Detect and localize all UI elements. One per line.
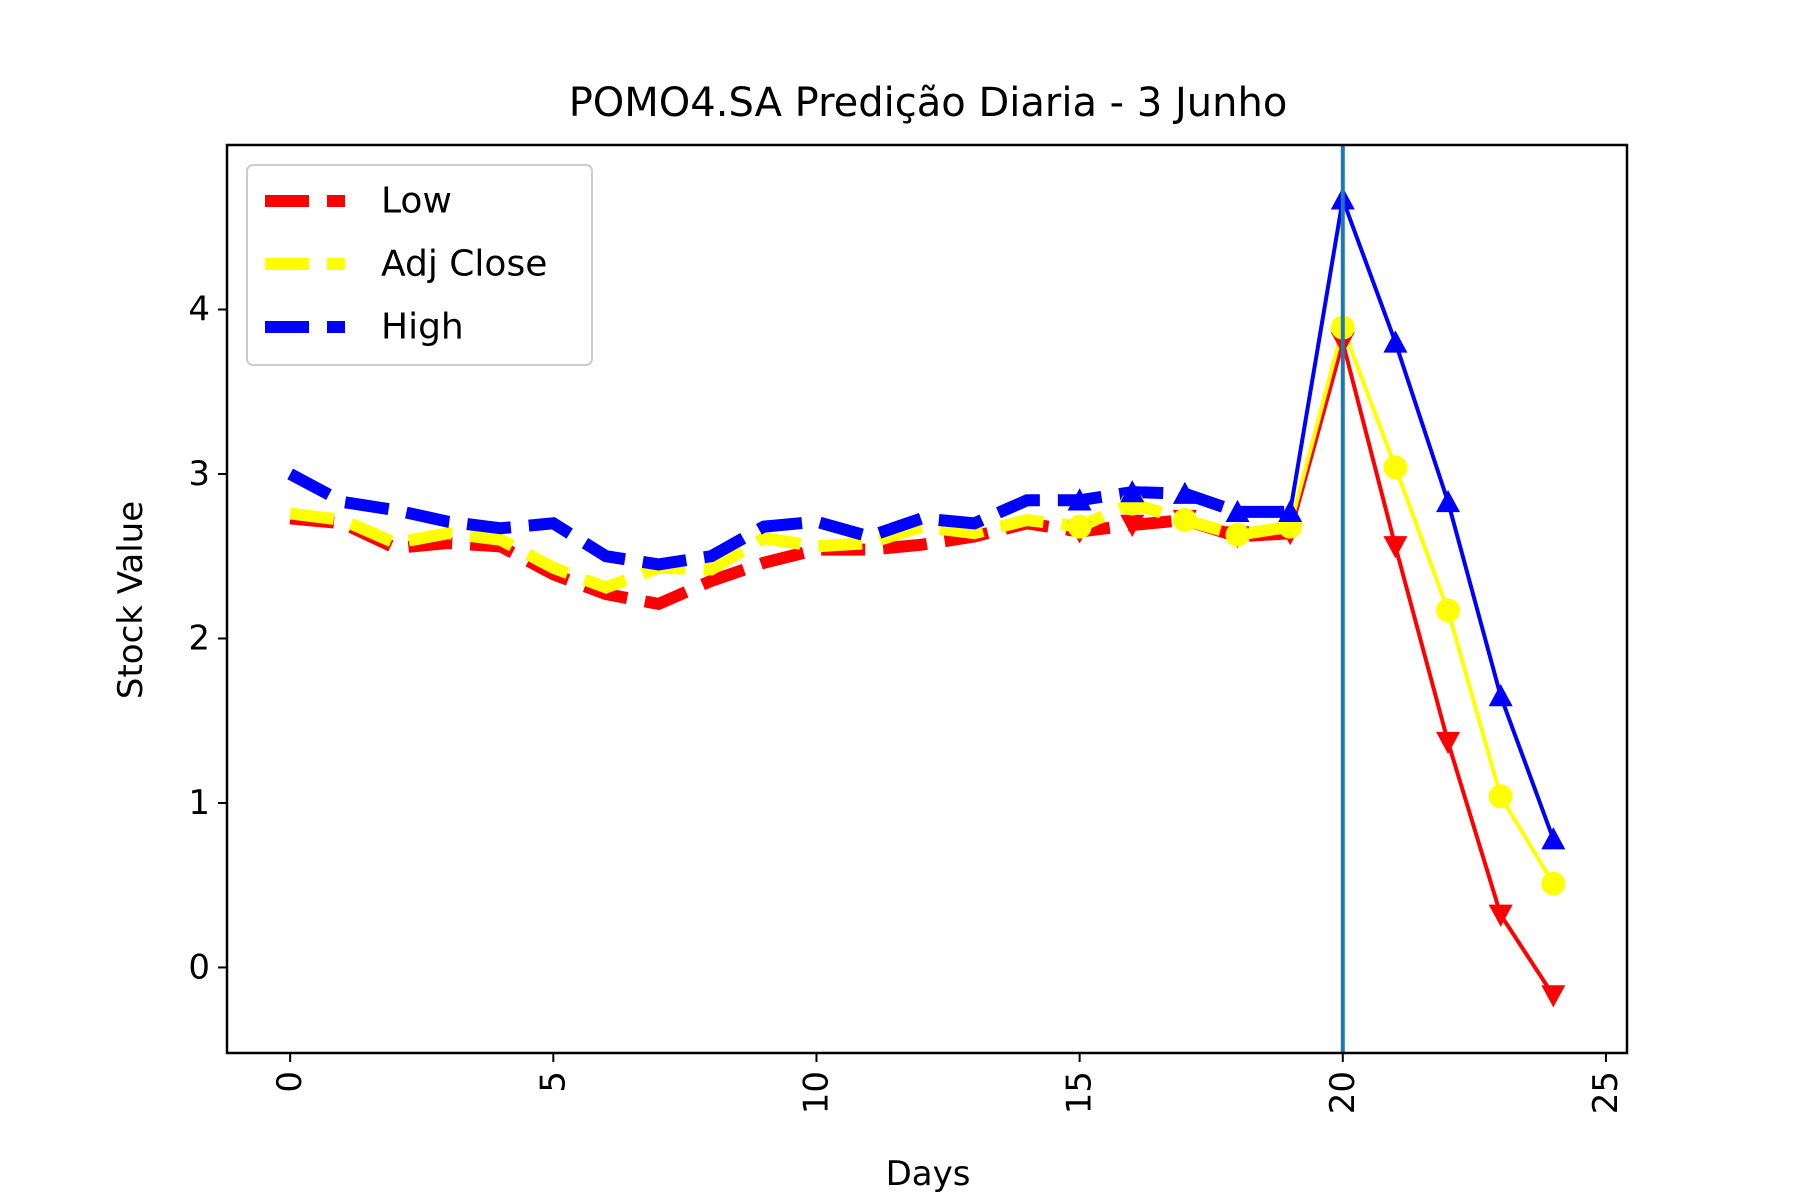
x-tick-label: 25 (1586, 1071, 1626, 1114)
y-tick-label: 4 (188, 289, 210, 329)
predicted-line (1288, 340, 1555, 997)
plot-area (225, 143, 1629, 1055)
legend-label: High (381, 307, 464, 348)
data-point-marker (1541, 827, 1566, 850)
predicted-line (1288, 197, 1556, 840)
data-point-marker (1172, 481, 1197, 504)
x-tick-label: 15 (1060, 1071, 1100, 1114)
x-tick-label: 10 (796, 1071, 836, 1114)
legend-box (246, 164, 593, 366)
data-point-marker (1278, 499, 1303, 523)
y-tick-label: 3 (188, 454, 210, 494)
predicted-line (1288, 325, 1556, 885)
axes-frame (225, 143, 1629, 1055)
y-tick-label: 0 (188, 947, 210, 987)
y-axis-label: Stock Value (111, 501, 151, 699)
data-point-marker (1120, 480, 1145, 503)
x-tick-label: 20 (1323, 1071, 1363, 1114)
x-tick-label: 5 (533, 1071, 573, 1093)
data-point-marker (1541, 871, 1566, 896)
legend-label: Adj Close (381, 244, 547, 285)
data-point-marker (1488, 684, 1513, 707)
data-point-marker (1225, 522, 1250, 547)
data-point-marker (1488, 904, 1513, 927)
series-layer (287, 187, 1566, 1008)
series-low-historical (289, 512, 1291, 611)
series-high-historical (287, 468, 1291, 571)
x-tick-label: 0 (270, 1071, 310, 1093)
y-tick-label: 1 (188, 783, 210, 823)
y-axis-ticks: 0 1 2 3 4 (188, 289, 227, 987)
data-point-marker (1541, 985, 1566, 1008)
series-low-predicted (1288, 340, 1555, 997)
legend: Low Adj Close High (246, 164, 593, 366)
legend-label: Low (381, 181, 452, 222)
historical-dashed-line (287, 468, 1291, 571)
legend-items: Low Adj Close High (265, 181, 547, 348)
series-high-predicted (1288, 197, 1556, 840)
data-point-marker (1436, 598, 1461, 623)
x-axis-label: Days (886, 1154, 971, 1194)
data-point-marker (1383, 455, 1408, 480)
chart-title: POMO4.SA Predição Diaria - 3 Junho (569, 80, 1288, 126)
data-point-marker (1067, 488, 1092, 511)
data-point-marker (1436, 731, 1461, 755)
historical-dashed-line (289, 512, 1291, 611)
y-tick-label: 2 (188, 618, 210, 658)
data-point-marker (1488, 784, 1513, 809)
data-point-marker (1383, 536, 1408, 559)
data-point-marker (1120, 514, 1145, 537)
series-adj-close-predicted (1288, 325, 1556, 885)
data-point-marker (1067, 514, 1092, 539)
x-axis-ticks: 0 5 10 15 20 25 (270, 1053, 1626, 1114)
data-point-marker (1225, 499, 1250, 523)
data-point-marker (1436, 489, 1461, 513)
data-point-marker (1172, 508, 1197, 533)
data-point-marker (1383, 330, 1408, 353)
